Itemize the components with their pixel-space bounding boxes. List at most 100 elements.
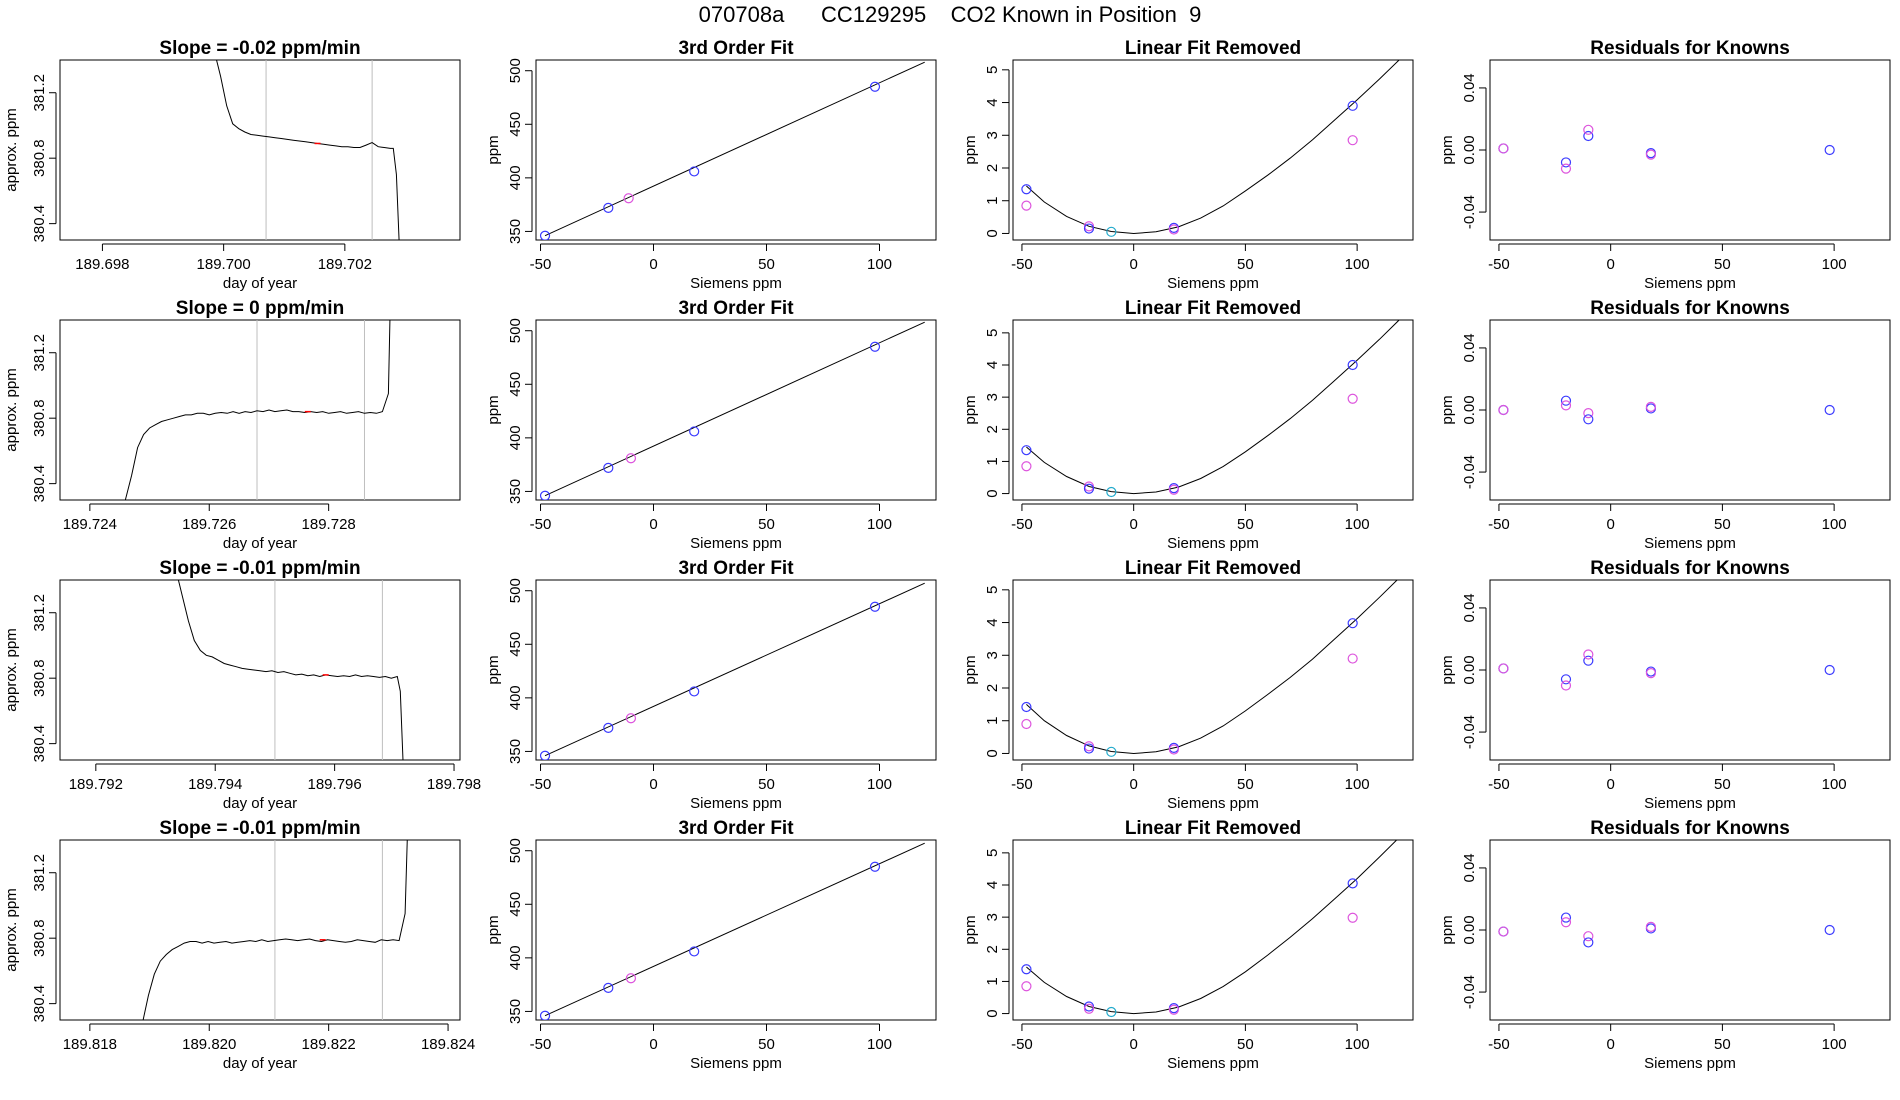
y-tick-label: 380.8 xyxy=(31,139,48,177)
data-point xyxy=(1168,484,1179,495)
data-point xyxy=(1021,701,1032,713)
y-axis-label: ppm xyxy=(485,395,502,424)
plot-frame xyxy=(59,59,461,241)
data-point xyxy=(625,713,637,724)
data-point xyxy=(1824,924,1835,936)
x-tick-label: 100 xyxy=(1822,1036,1847,1053)
panel-3-2: 3rd Order Fit -50 0 50 100 350 400 450 500 Siemen… xyxy=(485,558,937,812)
data-point xyxy=(1106,486,1117,498)
panel-4-3: Linear Fit Removed -50 0 50 100 0 1 2 3 4 5 Siemens… xyxy=(962,818,1414,1072)
data-point xyxy=(1347,100,1358,111)
y-tick-label: 400 xyxy=(507,165,524,190)
x-tick-label: -50 xyxy=(530,516,552,533)
data-point xyxy=(1645,668,1656,679)
y-tick-label: 0.04 xyxy=(1461,593,1478,622)
data-point xyxy=(1583,130,1594,142)
data-point xyxy=(1645,921,1656,932)
fit-curve xyxy=(1026,320,1400,495)
x-tick-label: 0 xyxy=(1129,256,1137,273)
data-point xyxy=(1583,937,1594,948)
x-tick-label: 189.728 xyxy=(302,516,356,533)
x-tick-label: 100 xyxy=(1822,776,1847,793)
y-tick-label: 500 xyxy=(507,578,524,603)
plot-area xyxy=(142,840,408,1020)
data-point xyxy=(1106,226,1117,237)
data-point xyxy=(539,230,551,240)
plot-area xyxy=(124,320,391,500)
y-tick-label: 5 xyxy=(984,586,1001,594)
plot-frame xyxy=(1012,319,1414,501)
x-tick-label: 50 xyxy=(758,1036,775,1053)
y-tick-label: 2 xyxy=(984,425,1001,433)
y-tick-label: 1 xyxy=(984,457,1001,465)
data-point xyxy=(1498,143,1509,154)
plot-area xyxy=(1021,580,1398,757)
x-tick-label: 100 xyxy=(867,516,892,533)
x-tick-label: -50 xyxy=(530,776,552,793)
y-tick-label: 4 xyxy=(984,361,1001,369)
data-point xyxy=(1583,655,1594,666)
data-point xyxy=(1168,744,1179,755)
y-tick-label: 380.8 xyxy=(31,659,48,697)
y-axis-label: ppm xyxy=(485,915,502,944)
x-axis-label: day of year xyxy=(223,1055,297,1072)
x-tick-label: -50 xyxy=(1488,1036,1510,1053)
trace-line xyxy=(124,320,391,500)
x-tick-label: 0 xyxy=(1606,776,1614,793)
data-point xyxy=(539,490,551,500)
x-tick-label: 100 xyxy=(1345,1036,1370,1053)
y-tick-label: 5 xyxy=(984,66,1001,74)
panel-title: 3rd Order Fit xyxy=(678,298,794,319)
x-tick-label: 0 xyxy=(649,256,657,273)
data-point xyxy=(1083,223,1095,234)
x-axis-label: day of year xyxy=(223,275,297,292)
y-tick-label: 400 xyxy=(507,945,524,970)
panel-title: Slope = -0.01 ppm/min xyxy=(159,818,360,839)
x-tick-label: 189.824 xyxy=(421,1036,475,1053)
y-axis-label: ppm xyxy=(1439,135,1456,164)
data-point xyxy=(689,426,700,437)
data-point xyxy=(1560,400,1572,411)
y-tick-label: 3 xyxy=(984,651,1001,659)
x-tick-label: 50 xyxy=(1714,516,1731,533)
panel-2-2: 3rd Order Fit -50 0 50 100 350 400 450 500 Siemen… xyxy=(485,298,937,552)
y-tick-label: 500 xyxy=(507,58,524,83)
plot-area xyxy=(177,580,404,760)
fit-curve xyxy=(1026,580,1398,755)
panel-title: Slope = -0.01 ppm/min xyxy=(159,558,360,579)
y-tick-label: 350 xyxy=(507,479,524,504)
x-tick-label: 0 xyxy=(1129,776,1137,793)
x-axis-label: Siemens ppm xyxy=(690,1055,782,1072)
x-tick-label: 100 xyxy=(1345,776,1370,793)
y-tick-label: 0.04 xyxy=(1461,73,1478,102)
plot-area xyxy=(1021,840,1398,1018)
y-tick-label: 2 xyxy=(984,164,1001,172)
x-tick-label: -50 xyxy=(1011,256,1033,273)
x-tick-label: 189.724 xyxy=(63,516,117,533)
data-point xyxy=(689,166,700,177)
data-point xyxy=(1645,401,1656,412)
y-tick-label: 350 xyxy=(507,999,524,1024)
x-tick-label: 50 xyxy=(1714,256,1731,273)
trace-line xyxy=(142,840,408,1020)
page-title: 070708a CC129295 CO2 Known in Position 9 xyxy=(698,2,1202,27)
x-tick-label: 189.818 xyxy=(63,1036,117,1053)
x-tick-label: 100 xyxy=(1345,516,1370,533)
plot-area xyxy=(1021,320,1400,498)
y-axis-label: ppm xyxy=(962,395,979,424)
trace-line xyxy=(216,60,400,240)
data-point xyxy=(1347,359,1358,371)
x-axis-label: Siemens ppm xyxy=(690,275,782,292)
y-tick-label: -0.04 xyxy=(1461,195,1478,229)
fit-line xyxy=(544,842,925,1017)
data-point xyxy=(869,341,881,352)
plot-frame xyxy=(59,579,461,761)
data-point xyxy=(1560,157,1572,168)
panel-title: Residuals for Knowns xyxy=(1590,558,1790,579)
x-axis-label: day of year xyxy=(223,795,297,812)
data-point xyxy=(1347,653,1358,664)
panel-3-1: Slope = -0.01 ppm/min 189.792 189.794 189.7… xyxy=(3,558,481,812)
x-axis-label: Siemens ppm xyxy=(690,535,782,552)
data-point xyxy=(1583,414,1594,425)
panel-2-4: Residuals for Knowns -50 0 50 100 -0.04 0.00 0.… xyxy=(1439,298,1891,552)
